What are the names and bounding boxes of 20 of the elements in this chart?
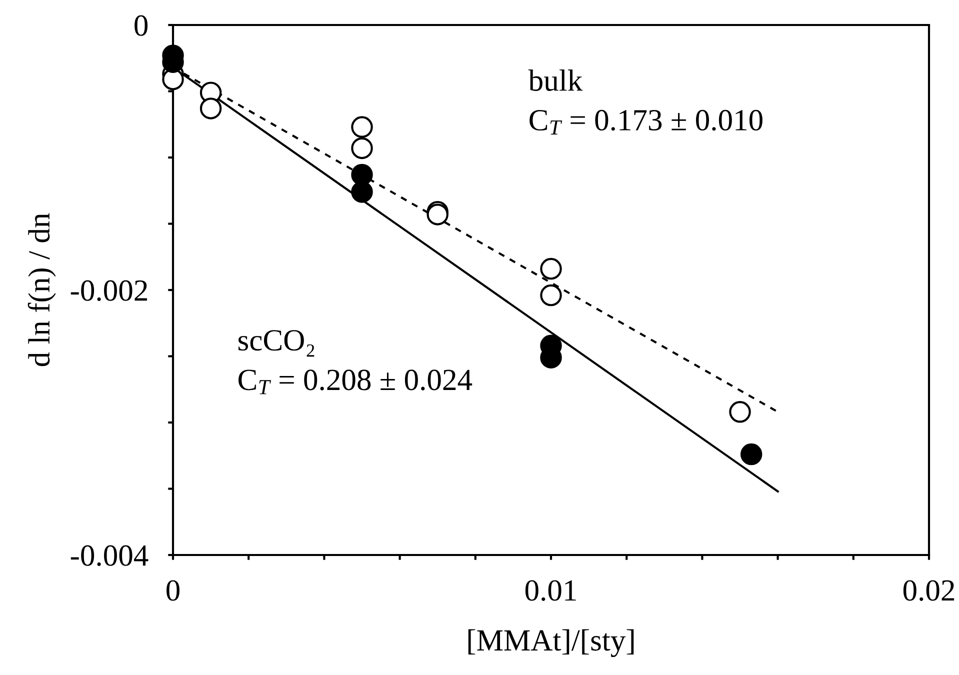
point bbox=[729, 401, 751, 423]
x-tick-label: 0.02 bbox=[903, 580, 954, 601]
y-axis-title: d ln f(n) / dn bbox=[28, 213, 56, 366]
y-tick-label: -0.002 bbox=[70, 280, 148, 302]
y-tick-label: 0 bbox=[134, 15, 148, 36]
annotation: bulk bbox=[528, 69, 583, 91]
x-tick-label: 0.01 bbox=[525, 580, 576, 601]
point bbox=[740, 443, 762, 466]
annotation: scCO₂ bbox=[238, 330, 314, 357]
x-tick-label: 0 bbox=[166, 580, 180, 601]
point bbox=[351, 137, 373, 160]
point bbox=[351, 116, 373, 138]
point bbox=[200, 98, 222, 120]
point bbox=[351, 181, 373, 203]
x-axis-title: [MMAt]/[sty] bbox=[468, 629, 634, 658]
annotation: C$_{T}$ = 0.208 ± 0.024 bbox=[238, 370, 472, 394]
y-tick-label: -0.004 bbox=[70, 545, 148, 566]
annotation: C$_{T}$ = 0.173 ± 0.010 bbox=[530, 110, 762, 134]
point bbox=[540, 258, 562, 280]
point bbox=[540, 284, 562, 306]
